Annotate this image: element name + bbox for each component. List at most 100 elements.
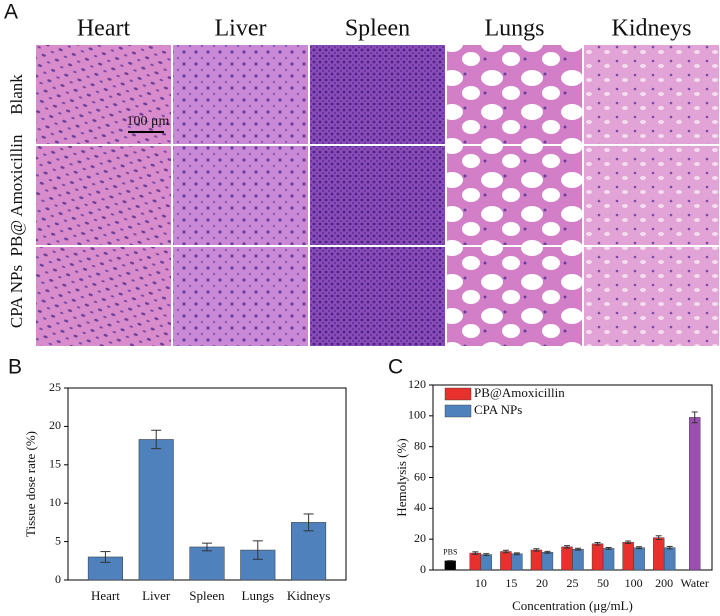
x-tick-label: Water — [681, 576, 709, 590]
y-tick-label: 15 — [49, 457, 61, 471]
error-bar — [483, 553, 490, 557]
histology-image — [36, 247, 171, 346]
error-bar — [202, 542, 212, 552]
histology-image — [36, 146, 171, 245]
y-tick-label: 0 — [420, 562, 426, 576]
bar — [530, 549, 543, 571]
histology-image — [173, 247, 308, 346]
x-tick-label: Heart — [91, 588, 120, 603]
error-bar — [100, 551, 111, 563]
x-tick-label: PBS — [443, 548, 457, 557]
error-bar — [636, 546, 643, 550]
error-bar — [594, 542, 601, 546]
bar — [591, 543, 604, 571]
x-axis-label: Concentration (μg/mL) — [512, 598, 633, 613]
x-tick-label: Spleen — [189, 588, 225, 603]
column-header: Liver — [215, 16, 267, 42]
bar — [572, 548, 584, 571]
bar — [511, 553, 523, 571]
histology-panel: A Heart Liver Spleen Lungs Kidneys Blank PB@ A… — [4, 1, 719, 346]
bar — [633, 547, 645, 571]
bar — [622, 542, 634, 571]
bar — [663, 547, 676, 571]
scale-bar — [128, 131, 164, 133]
y-tick-label: 25 — [49, 380, 61, 394]
x-tick-label: 50 — [597, 576, 609, 590]
bar — [652, 537, 665, 571]
error-bar — [666, 545, 673, 550]
histology-image — [447, 247, 582, 346]
histology-image — [310, 247, 445, 346]
histology-image — [310, 45, 445, 144]
histology-image — [447, 45, 582, 144]
panel-label: C — [388, 356, 403, 379]
x-tick-label: 25 — [567, 576, 579, 590]
x-tick-label: Lungs — [242, 588, 275, 603]
histology-image — [173, 45, 308, 144]
error-bar — [575, 547, 581, 551]
legend-label: PB@Amoxicillin — [474, 385, 565, 400]
y-tick-label: 5 — [55, 533, 61, 547]
y-tick-label: 60 — [414, 469, 426, 483]
x-tick-label: Kidneys — [287, 588, 330, 603]
error-bar — [151, 429, 162, 450]
x-tick-label: 200 — [655, 576, 673, 590]
y-tick-label: 20 — [49, 418, 61, 432]
x-tick-label: Liver — [142, 588, 171, 603]
y-tick-label: 40 — [414, 500, 426, 514]
bar — [689, 417, 701, 571]
y-axis-label: Hemolysis (%) — [394, 438, 409, 516]
error-bar — [625, 540, 632, 544]
error-bar — [513, 552, 520, 556]
error-bar — [472, 551, 479, 555]
x-tick-label: 100 — [625, 576, 643, 590]
bar — [444, 560, 456, 571]
column-header: Heart — [77, 16, 131, 42]
y-tick-label: 10 — [49, 495, 61, 509]
bar — [561, 546, 573, 571]
histology-image — [584, 146, 719, 245]
row-label: PB@ Amoxicillin — [7, 134, 26, 256]
scale-bar-label: 100 μm — [127, 114, 170, 129]
error-bar — [544, 550, 551, 554]
error-bar — [564, 545, 570, 549]
error-bar — [252, 540, 263, 560]
y-tick-label: 120 — [408, 377, 426, 391]
bar — [541, 552, 554, 571]
histology-image — [310, 146, 445, 245]
y-axis-label: Tissue dose rate (%) — [23, 431, 38, 537]
y-tick-label: 80 — [414, 438, 426, 452]
column-header: Lungs — [485, 16, 545, 42]
error-bar — [655, 535, 662, 540]
x-tick-label: 15 — [505, 576, 517, 590]
row-label: CPA NPs — [7, 265, 26, 328]
bar — [500, 551, 512, 571]
error-bar — [533, 548, 540, 552]
histology-image — [173, 146, 308, 245]
x-tick-label: 20 — [536, 576, 548, 590]
column-header: Kidneys — [612, 16, 692, 42]
column-header: Spleen — [345, 16, 410, 42]
histology-image — [584, 247, 719, 346]
bar — [138, 439, 174, 581]
x-tick-label: 10 — [475, 576, 487, 590]
row-label: Blank — [7, 74, 26, 115]
histology-image — [447, 146, 582, 245]
y-tick-label: 0 — [55, 572, 61, 586]
bar — [602, 548, 615, 571]
y-tick-label: 20 — [414, 531, 426, 545]
bar — [189, 546, 225, 581]
error-bar — [303, 513, 314, 532]
legend-swatch — [444, 387, 472, 401]
legend-swatch — [444, 404, 472, 418]
bar — [469, 552, 482, 571]
error-bar — [691, 411, 698, 424]
error-bar — [605, 546, 612, 550]
bar — [480, 554, 493, 571]
error-bar — [502, 549, 509, 554]
panel-label: A — [4, 1, 18, 24]
y-tick-label: 100 — [408, 408, 426, 422]
histology-image — [584, 45, 719, 144]
panel-label: B — [8, 356, 22, 379]
